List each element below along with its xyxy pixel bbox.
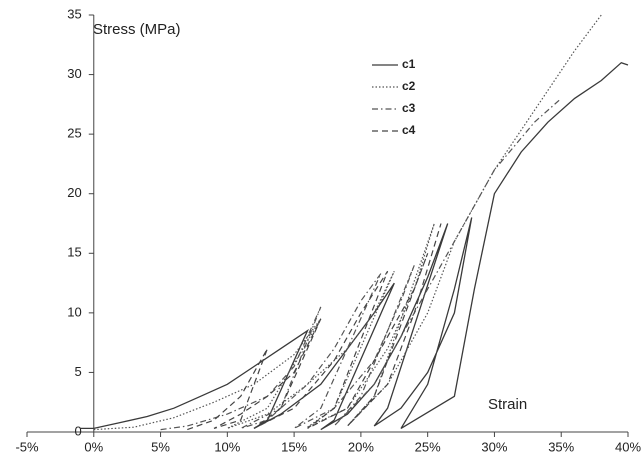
legend-label: c2 bbox=[402, 79, 416, 93]
x-tick-label: 20% bbox=[348, 439, 374, 454]
x-tick-label: 10% bbox=[214, 439, 240, 454]
y-axis-label: Stress (MPa) bbox=[93, 21, 181, 38]
y-tick-label: 35 bbox=[67, 6, 81, 21]
y-tick-label: 5 bbox=[75, 364, 82, 379]
legend-label: c3 bbox=[402, 101, 416, 115]
legend-label: c1 bbox=[402, 57, 416, 71]
x-tick-label: 5% bbox=[151, 439, 170, 454]
y-tick-label: 20 bbox=[67, 185, 81, 200]
y-tick-label: 15 bbox=[67, 245, 81, 260]
legend-label: c4 bbox=[402, 123, 416, 137]
series-line bbox=[187, 223, 442, 431]
x-tick-label: 40% bbox=[615, 439, 641, 454]
y-tick-label: 30 bbox=[67, 66, 81, 81]
y-tick-label: 0 bbox=[75, 423, 82, 438]
x-axis-label: Strain bbox=[488, 396, 527, 413]
x-tick-label: 35% bbox=[548, 439, 574, 454]
y-tick-label: 25 bbox=[67, 126, 81, 141]
series-line bbox=[80, 61, 629, 431]
series-line bbox=[93, 14, 602, 431]
x-tick-label: 30% bbox=[481, 439, 507, 454]
x-tick-label: 15% bbox=[281, 439, 307, 454]
x-tick-label: -5% bbox=[15, 439, 39, 454]
y-tick-label: 10 bbox=[67, 304, 81, 319]
series-line bbox=[160, 97, 562, 431]
x-tick-label: 0% bbox=[84, 439, 103, 454]
x-tick-label: 25% bbox=[415, 439, 441, 454]
